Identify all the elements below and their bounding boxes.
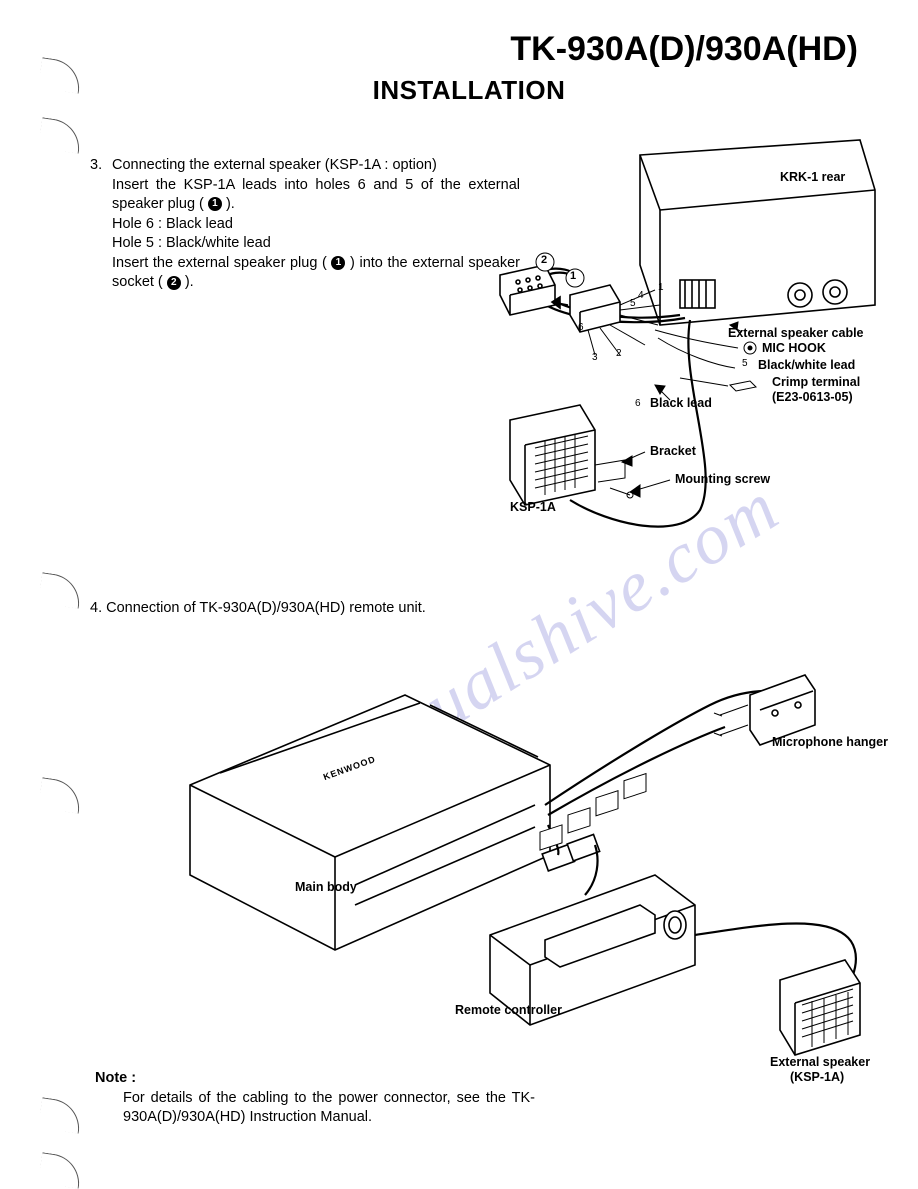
note-body: For details of the cabling to the power … bbox=[123, 1089, 535, 1128]
label-ext-speaker-pn: (KSP-1A) bbox=[790, 1070, 844, 1084]
pin-6: 6 bbox=[578, 322, 584, 333]
step-number: 3. bbox=[90, 156, 112, 176]
label-black-lead: Black lead bbox=[650, 396, 712, 410]
note-label: Note : bbox=[95, 1069, 535, 1089]
step-3-block: 3. Connecting the external speaker (KSP-… bbox=[90, 156, 520, 293]
step3-line3: Hole 6 : Black lead bbox=[112, 216, 233, 232]
figure-1-speaker-connection: 1 2 1 2 3 4 5 6 KRK-1 rear External spea… bbox=[480, 130, 890, 550]
label-bracket: Bracket bbox=[650, 444, 696, 458]
label-crimp: Crimp terminal bbox=[772, 375, 860, 389]
lead-n5: 5 bbox=[742, 358, 748, 369]
circled-2-icon: 2 bbox=[167, 276, 181, 290]
binding-arc bbox=[38, 777, 83, 813]
pin-4: 4 bbox=[638, 290, 644, 301]
callout-2: 2 bbox=[541, 254, 547, 266]
step3-line1: Connecting the external speaker (KSP-1A … bbox=[112, 157, 437, 173]
label-crimp-pn: (E23-0613-05) bbox=[772, 390, 853, 404]
label-mount-screw: Mounting screw bbox=[675, 472, 770, 486]
step3-line4: Hole 5 : Black/white lead bbox=[112, 235, 271, 251]
circled-1-icon: 1 bbox=[208, 197, 222, 211]
circled-1-icon: 1 bbox=[331, 256, 345, 270]
pin-5: 5 bbox=[630, 298, 636, 309]
model-number: TK-930A(D)/930A(HD) bbox=[60, 30, 858, 69]
binding-arc bbox=[38, 572, 83, 608]
step3-line5a: Insert the external speaker plug ( bbox=[112, 255, 331, 271]
binding-arc bbox=[38, 1097, 83, 1133]
pin-2: 2 bbox=[616, 348, 622, 359]
step3-line2a: Insert the KSP-1A leads into holes 6 and… bbox=[112, 177, 520, 213]
label-bw-lead: Black/white lead bbox=[758, 358, 855, 372]
pin-3: 3 bbox=[592, 352, 598, 363]
label-mic-hook: MIC HOOK bbox=[762, 341, 826, 355]
label-ext-cable: External speaker cable bbox=[728, 326, 864, 340]
lead-n6: 6 bbox=[635, 398, 641, 409]
step3-line5c: ). bbox=[181, 274, 194, 290]
section-heading: INSTALLATION bbox=[60, 75, 878, 106]
label-ext-speaker: External speaker bbox=[770, 1055, 870, 1069]
figure-2-remote-connection: KENWOOD Main body Remote controller Micr… bbox=[100, 605, 890, 1085]
pin-1: 1 bbox=[658, 282, 664, 293]
label-ksp1a: KSP-1A bbox=[510, 500, 556, 514]
label-krk1: KRK-1 rear bbox=[780, 170, 845, 184]
label-remote: Remote controller bbox=[455, 1003, 562, 1017]
label-main-body: Main body bbox=[295, 880, 357, 894]
binding-arc bbox=[38, 117, 83, 153]
binding-arc bbox=[38, 1152, 83, 1188]
note-block: Note : For details of the cabling to the… bbox=[95, 1069, 535, 1128]
label-mic-hanger: Microphone hanger bbox=[772, 735, 888, 749]
callout-1: 1 bbox=[570, 270, 576, 282]
figure-1-drawing bbox=[480, 130, 890, 550]
step3-line2b: ). bbox=[222, 196, 235, 212]
